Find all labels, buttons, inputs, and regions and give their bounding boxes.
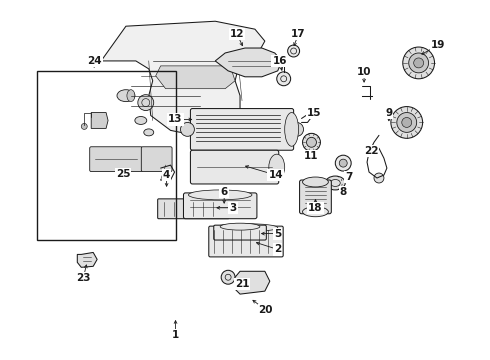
Circle shape — [138, 95, 154, 111]
Ellipse shape — [302, 207, 328, 217]
Text: 18: 18 — [308, 203, 323, 213]
Ellipse shape — [220, 223, 260, 230]
Text: 7: 7 — [345, 172, 353, 182]
Polygon shape — [156, 66, 235, 89]
Text: 2: 2 — [274, 244, 281, 255]
Polygon shape — [235, 271, 270, 294]
Text: 9: 9 — [385, 108, 392, 117]
Circle shape — [180, 122, 195, 136]
Polygon shape — [101, 21, 265, 135]
Bar — [37, 71, 175, 239]
Text: 24: 24 — [87, 56, 101, 66]
Text: 10: 10 — [357, 67, 371, 77]
Circle shape — [414, 58, 424, 68]
FancyBboxPatch shape — [141, 147, 172, 172]
Text: 17: 17 — [291, 29, 306, 39]
Text: 19: 19 — [431, 40, 446, 50]
FancyBboxPatch shape — [183, 193, 257, 219]
FancyBboxPatch shape — [299, 180, 331, 214]
Text: 20: 20 — [259, 305, 273, 315]
Text: 11: 11 — [304, 151, 319, 161]
Circle shape — [335, 155, 351, 171]
Text: 8: 8 — [340, 187, 347, 197]
Polygon shape — [91, 113, 108, 129]
Text: 16: 16 — [272, 56, 287, 66]
Text: 23: 23 — [76, 273, 91, 283]
Circle shape — [221, 270, 235, 284]
Text: 14: 14 — [269, 170, 283, 180]
Ellipse shape — [127, 90, 135, 102]
Text: 13: 13 — [168, 114, 183, 125]
Circle shape — [277, 72, 291, 86]
Polygon shape — [77, 252, 97, 267]
Ellipse shape — [117, 90, 135, 102]
FancyBboxPatch shape — [90, 147, 142, 172]
Ellipse shape — [135, 117, 147, 125]
Ellipse shape — [269, 154, 285, 180]
Circle shape — [339, 159, 347, 167]
Text: 21: 21 — [235, 279, 249, 289]
Circle shape — [288, 45, 299, 57]
Ellipse shape — [325, 176, 345, 190]
Text: 25: 25 — [116, 169, 130, 179]
Circle shape — [374, 173, 384, 183]
Text: 12: 12 — [230, 29, 245, 39]
Text: 22: 22 — [364, 146, 378, 156]
Circle shape — [302, 133, 320, 151]
Circle shape — [81, 123, 87, 129]
FancyBboxPatch shape — [191, 150, 279, 184]
Ellipse shape — [189, 190, 252, 200]
Text: 4: 4 — [163, 170, 171, 180]
Circle shape — [409, 53, 429, 73]
Ellipse shape — [144, 129, 154, 136]
FancyBboxPatch shape — [209, 226, 283, 257]
Circle shape — [402, 117, 412, 127]
Text: 5: 5 — [274, 229, 281, 239]
Circle shape — [391, 107, 422, 138]
Text: 3: 3 — [229, 203, 237, 213]
Ellipse shape — [285, 113, 298, 146]
Circle shape — [403, 47, 435, 79]
Polygon shape — [215, 48, 282, 77]
Circle shape — [307, 137, 317, 147]
Circle shape — [290, 122, 303, 136]
Ellipse shape — [302, 177, 328, 187]
Circle shape — [397, 113, 416, 132]
Text: 1: 1 — [172, 330, 179, 340]
Ellipse shape — [214, 224, 278, 231]
Text: 6: 6 — [220, 187, 228, 197]
FancyBboxPatch shape — [158, 199, 229, 219]
FancyBboxPatch shape — [214, 225, 267, 240]
FancyBboxPatch shape — [191, 109, 294, 150]
Text: 15: 15 — [307, 108, 322, 117]
